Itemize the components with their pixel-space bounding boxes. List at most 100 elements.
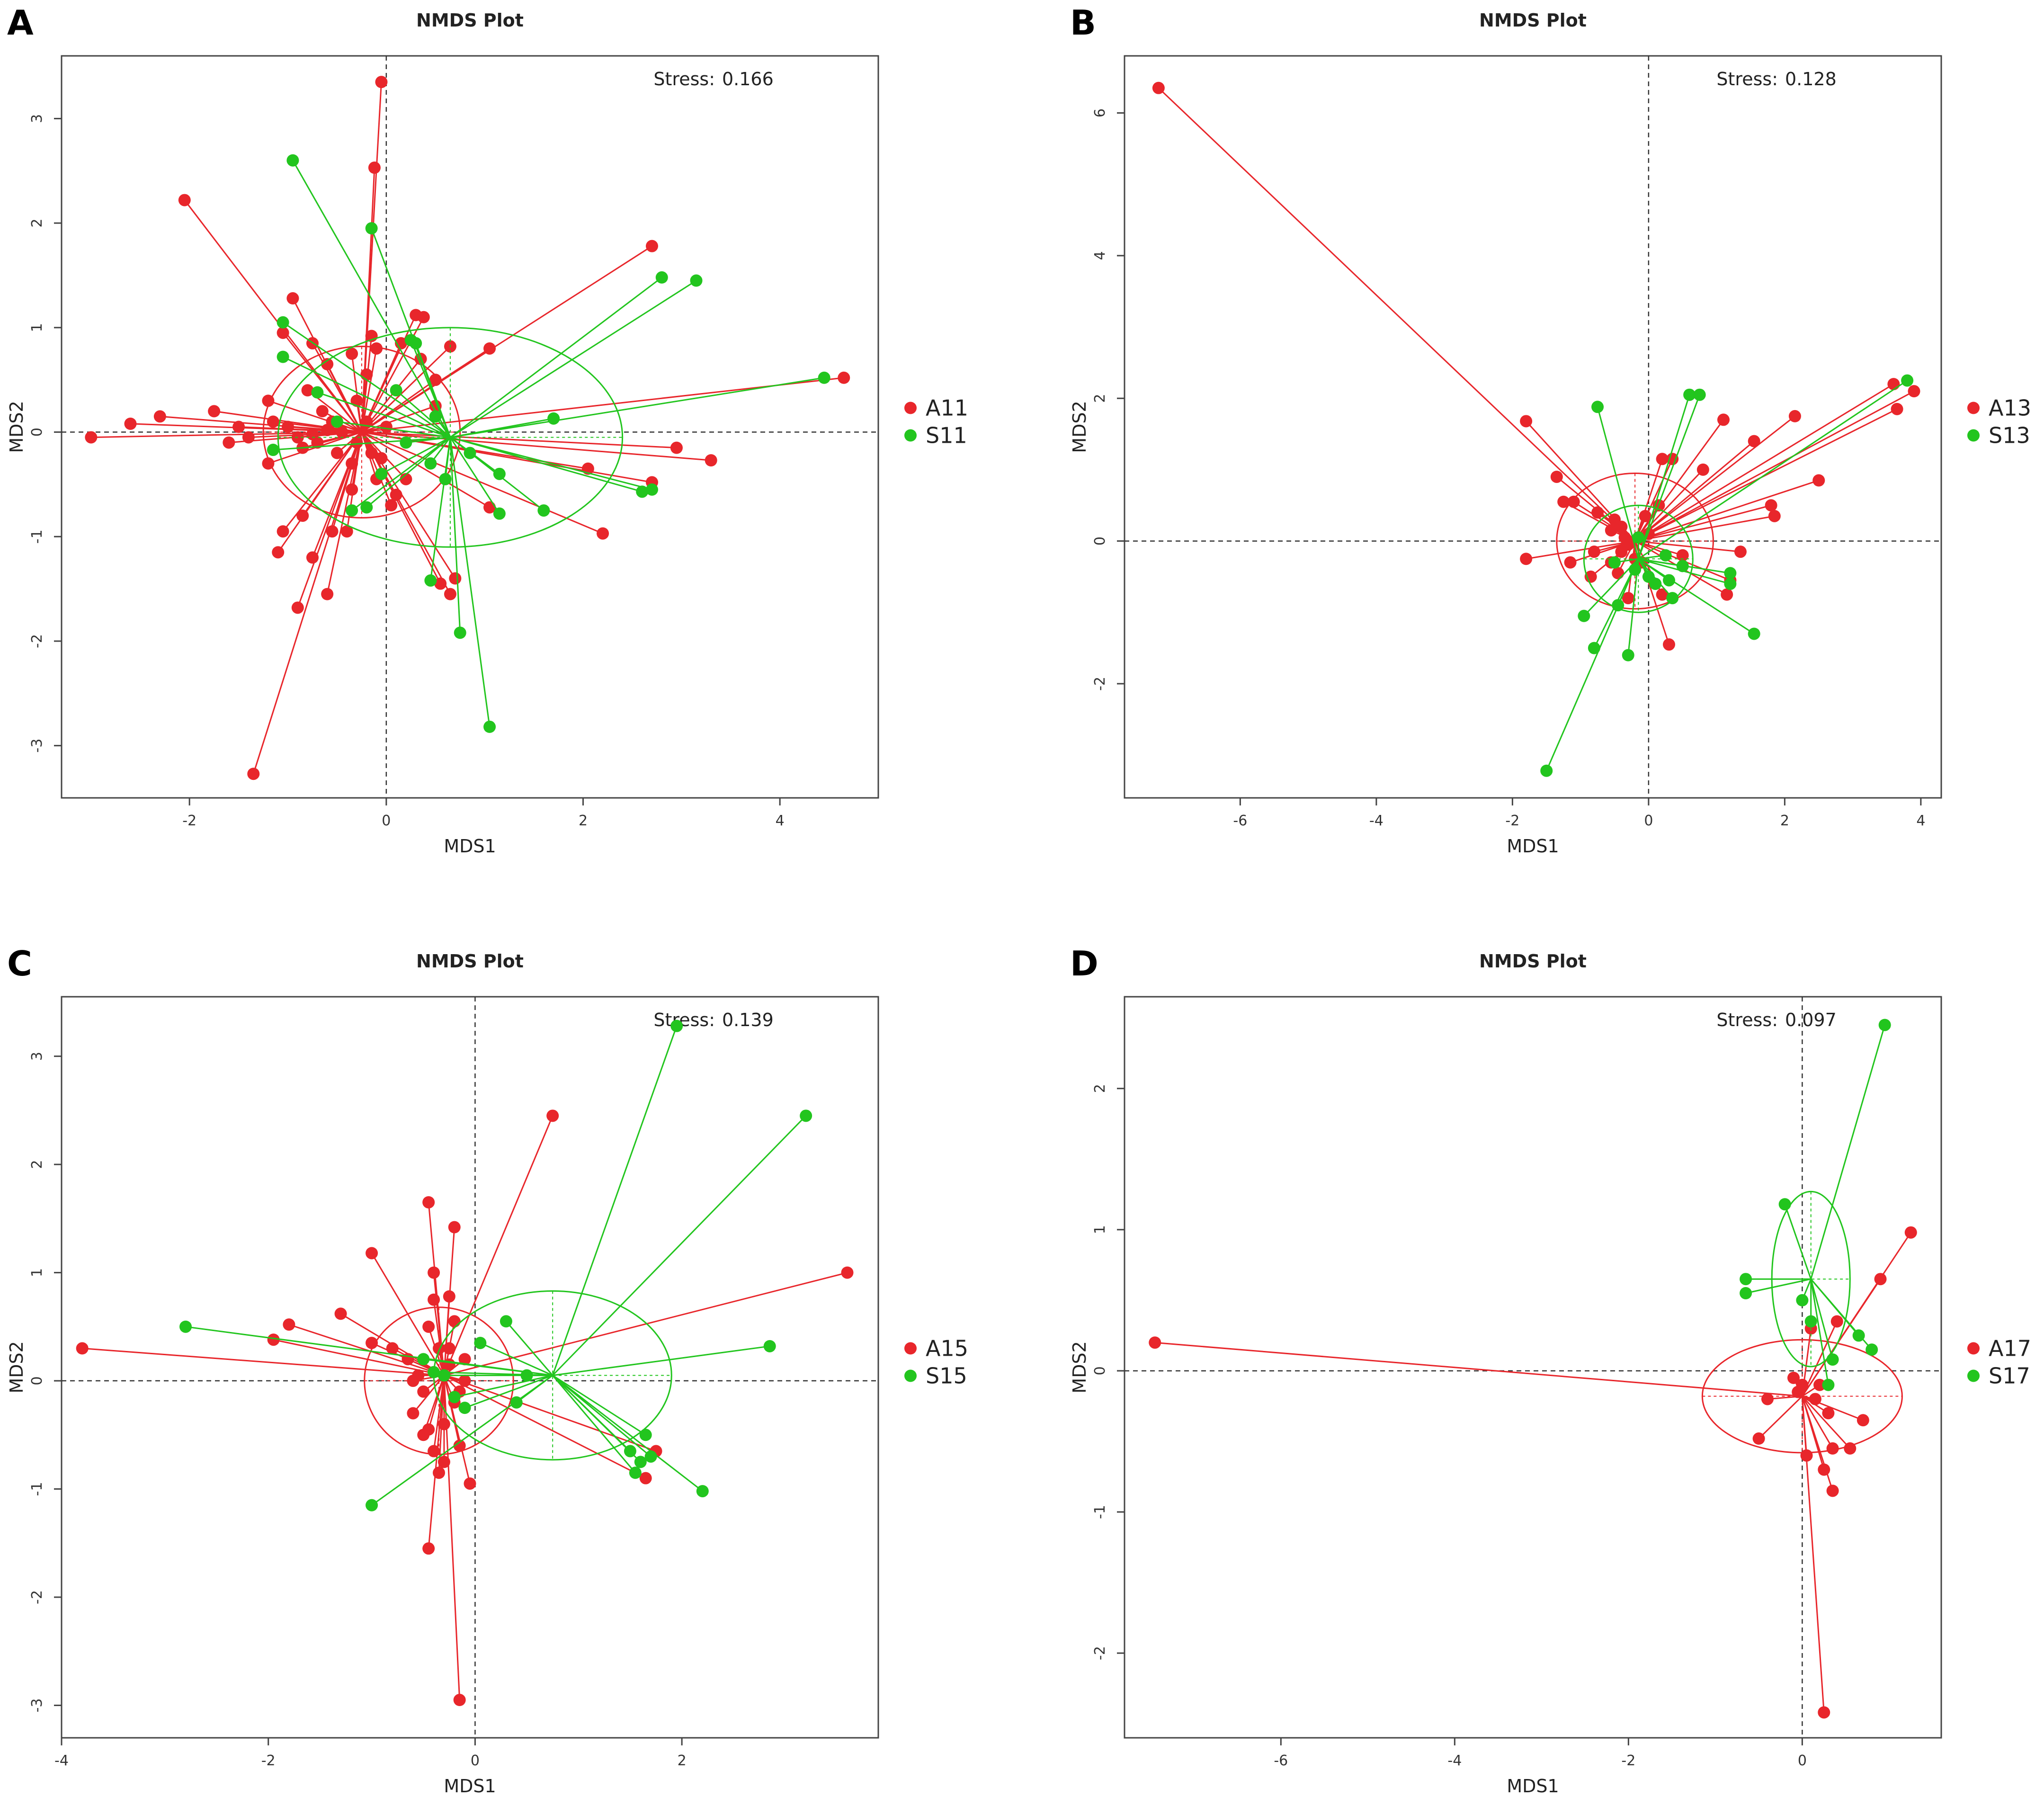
spider-line	[273, 437, 451, 451]
data-point	[283, 1318, 295, 1331]
data-point	[402, 1353, 414, 1366]
data-point	[1857, 1414, 1869, 1427]
data-point	[1656, 453, 1669, 465]
data-point	[407, 1375, 420, 1387]
data-point	[1874, 1273, 1887, 1286]
series-s13	[1540, 374, 1914, 777]
data-point	[346, 457, 358, 470]
data-point	[1683, 388, 1696, 401]
stress-label: Stress:	[653, 1010, 715, 1030]
data-point	[390, 488, 402, 501]
legend-label-s13: S13	[1989, 423, 2030, 448]
stress-value: 0.166	[722, 69, 774, 89]
data-point	[424, 574, 437, 587]
data-point	[1796, 1294, 1809, 1306]
data-point	[800, 1109, 812, 1122]
plot-frame	[1124, 55, 1942, 799]
data-point	[1612, 567, 1624, 580]
data-point	[277, 316, 289, 329]
x-tick-label: -2	[261, 1752, 276, 1769]
spider-line	[450, 377, 824, 438]
spider-line	[449, 437, 500, 514]
data-point	[422, 1196, 435, 1209]
data-point	[350, 394, 363, 407]
spider-line	[282, 322, 451, 438]
data-point	[1800, 1449, 1813, 1462]
data-point	[262, 457, 275, 470]
data-point	[1908, 385, 1920, 398]
spider-line	[282, 356, 451, 438]
data-point	[232, 420, 245, 433]
x-tick-label: 0	[1798, 1752, 1807, 1769]
data-point	[670, 441, 683, 454]
spider-line	[1158, 87, 1636, 542]
data-point	[311, 386, 324, 399]
data-point	[410, 337, 422, 349]
series-a11	[85, 76, 850, 780]
data-point	[178, 194, 191, 206]
x-tick-label: 0	[471, 1752, 480, 1769]
y-tick-label: 6	[1092, 108, 1108, 117]
spider-line	[1802, 1395, 1851, 1449]
spider-line	[1802, 1395, 1833, 1449]
spider-line	[1634, 458, 1673, 542]
data-point	[437, 1369, 450, 1382]
y-tick-label: 2	[1092, 1084, 1108, 1093]
data-point	[346, 483, 358, 496]
data-point	[838, 371, 850, 384]
series-s11	[267, 154, 830, 733]
spider-line	[443, 1375, 461, 1446]
spider-line	[282, 332, 363, 433]
data-point	[1591, 506, 1604, 519]
data-point	[368, 161, 381, 174]
spider-line	[444, 1272, 848, 1377]
spider-line	[361, 431, 677, 449]
data-point	[1622, 592, 1634, 605]
spider-line	[445, 437, 451, 480]
data-point	[464, 1477, 476, 1490]
data-point	[1717, 413, 1730, 426]
data-point	[1557, 495, 1570, 508]
data-point	[429, 374, 442, 386]
data-point	[272, 546, 285, 559]
y-tick-label: -2	[29, 1590, 45, 1604]
spider-line	[552, 1375, 646, 1436]
data-point	[644, 1450, 657, 1463]
data-point	[124, 417, 137, 430]
spider-line	[361, 431, 711, 461]
spider-line	[450, 280, 697, 438]
data-point	[1588, 642, 1600, 654]
data-point	[286, 154, 299, 167]
spider-line	[1810, 1278, 1834, 1360]
data-point	[483, 342, 496, 355]
data-point	[1852, 1329, 1865, 1342]
spider-line	[288, 1323, 445, 1377]
spider-line	[449, 437, 461, 633]
data-point	[428, 1445, 440, 1457]
spider-line	[1637, 394, 1701, 559]
spider-line	[1810, 1278, 1829, 1386]
spider-line	[415, 343, 451, 438]
data-point	[247, 768, 260, 780]
spider-line	[1802, 1232, 1912, 1397]
data-point	[690, 274, 703, 287]
spider-line	[464, 1375, 553, 1409]
data-point	[1761, 1393, 1774, 1405]
data-point	[429, 410, 442, 423]
spider-line	[361, 431, 603, 535]
plot-title: NMDS Plot	[1479, 10, 1587, 31]
legend-label-s17: S17	[1989, 1363, 2030, 1389]
spider-line	[1526, 540, 1635, 560]
legend-marker-s11	[904, 429, 917, 442]
data-point	[443, 1342, 455, 1355]
data-point	[1608, 556, 1621, 569]
data-point	[179, 1320, 192, 1333]
data-point	[1787, 1371, 1800, 1384]
x-tick-label: 2	[579, 813, 588, 829]
data-point	[510, 1396, 523, 1409]
data-point	[291, 601, 304, 614]
data-point	[316, 405, 329, 418]
data-point	[360, 368, 373, 381]
data-point	[365, 222, 378, 235]
